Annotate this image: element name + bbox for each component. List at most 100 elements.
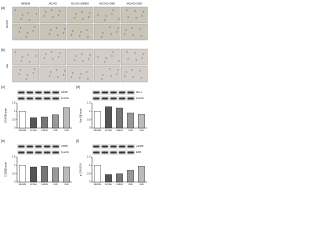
band [110, 91, 117, 94]
y-tick-label: 0.5 [87, 172, 91, 175]
y-tick-label: 1 [89, 164, 91, 167]
cell [35, 55, 38, 57]
bar [41, 166, 48, 183]
y-tick-label: 0 [14, 181, 16, 184]
cell [89, 12, 91, 14]
column-header: MC/AS+DMEM [71, 2, 89, 6]
band [43, 145, 51, 148]
panel-label: (d) [76, 85, 80, 89]
cell [139, 70, 141, 72]
cell [72, 30, 74, 32]
panel-label: (a) [1, 6, 5, 10]
cell [32, 30, 34, 32]
bar [63, 166, 70, 183]
cell [48, 75, 51, 77]
cell [112, 51, 114, 53]
blot-label: p-ERK [136, 144, 144, 148]
cell [32, 72, 34, 74]
cell [97, 14, 99, 16]
cell [81, 53, 83, 55]
band [35, 97, 42, 100]
cell [109, 68, 111, 70]
micrograph [121, 65, 148, 83]
cell [125, 71, 127, 73]
micrograph [121, 6, 148, 24]
bar [19, 165, 26, 183]
cell [63, 70, 66, 72]
cell [57, 56, 60, 58]
panel-label: (c) [1, 85, 5, 89]
micrograph [12, 23, 39, 41]
band [127, 97, 134, 100]
micrograph [93, 23, 121, 41]
cell [63, 28, 66, 30]
x-tick-label: MC/AS [30, 129, 37, 132]
cell [116, 73, 118, 75]
cell [105, 57, 107, 59]
cell [82, 60, 84, 62]
y-axis-label: GFAP/β-actin [5, 107, 8, 123]
cell [80, 73, 82, 75]
x-tick-label: MEM/M [94, 130, 102, 132]
bar [41, 116, 48, 129]
x-tick-label: MEM/M [19, 184, 27, 186]
cell [19, 27, 22, 29]
panel-label: (e) [1, 139, 5, 143]
micrograph [66, 65, 94, 83]
band [101, 145, 109, 148]
cell [82, 18, 84, 20]
column-header: MC/AS+CMD [99, 2, 115, 6]
band [43, 97, 51, 100]
x-tick-label: CMD [64, 184, 69, 186]
bar [138, 114, 145, 129]
y-tick-label: 0.5 [12, 118, 16, 121]
x-tick-label: CMD [53, 130, 58, 132]
cell [59, 52, 61, 54]
cell [55, 27, 58, 29]
bar [52, 114, 59, 129]
cell [97, 56, 99, 58]
micrograph [12, 48, 39, 66]
band [35, 145, 42, 148]
cell [28, 19, 31, 21]
cell [45, 53, 47, 55]
band [43, 91, 51, 94]
blot-label: GFAP [61, 90, 68, 94]
cell [110, 33, 112, 35]
cell [126, 51, 128, 53]
micrograph [66, 48, 94, 66]
x-tick-label: DMEM [116, 184, 123, 186]
cell [43, 57, 46, 59]
micrograph [39, 23, 67, 41]
band [18, 151, 25, 154]
blot-label: CD68 [61, 144, 68, 148]
cell [52, 58, 54, 60]
cell [88, 58, 90, 60]
cell [117, 27, 119, 29]
band [118, 151, 126, 154]
band [93, 145, 100, 148]
band [101, 91, 109, 94]
x-tick-label: MEM/M [19, 130, 27, 132]
cell [104, 19, 106, 21]
panel-label: (b) [1, 48, 5, 52]
figure: MEM/M MC/AS MC/AS+DMEM MC/AS+CMD MC/AS+CMD(a… [1, 2, 148, 186]
cell [79, 77, 81, 79]
y-tick-label: 0 [89, 181, 91, 184]
cell [50, 71, 52, 73]
blot-label: ERK [136, 150, 142, 154]
band [26, 145, 34, 148]
stain-label: HE [5, 64, 9, 68]
band [127, 91, 134, 94]
cell [50, 9, 53, 11]
band [110, 145, 117, 148]
band [93, 97, 100, 100]
cell [118, 18, 120, 20]
cell [20, 60, 22, 62]
band [52, 151, 59, 154]
x-tick-label: DMEM [116, 130, 123, 132]
band [18, 97, 25, 100]
micrograph [93, 48, 121, 66]
micrograph [39, 65, 67, 83]
cell [72, 72, 74, 74]
